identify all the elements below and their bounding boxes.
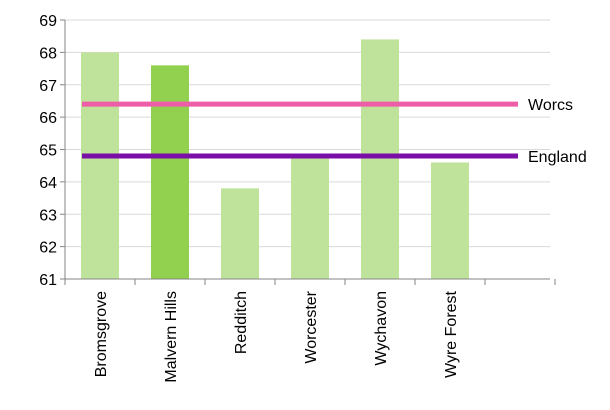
bar-bromsgrove: [81, 52, 119, 279]
y-tick-label-64: 64: [39, 175, 57, 192]
bar-wyre-forest: [431, 162, 469, 279]
x-tick-label-malvern-hills: Malvern Hills: [163, 291, 180, 383]
y-tick-label-66: 66: [39, 110, 57, 127]
bars: [81, 39, 469, 279]
y-tick-label-65: 65: [39, 143, 57, 160]
x-tick-label-worcester: Worcester: [303, 290, 320, 363]
bar-worcester: [291, 155, 329, 279]
bar-malvern-hills: [151, 65, 189, 279]
y-tick-label-63: 63: [39, 207, 57, 224]
reference-lines: [82, 101, 518, 159]
y-tick-label-68: 68: [39, 45, 57, 62]
axes: [60, 19, 556, 285]
bar-redditch: [221, 188, 259, 279]
y-tick-label-67: 67: [39, 78, 57, 95]
bar-wychavon: [361, 39, 399, 279]
x-tick-label-redditch: Redditch: [233, 291, 250, 354]
y-tick-label-61: 61: [39, 272, 57, 289]
labels: 61 62 63 64 65 66 67 68 69 Worcs England Bromsgrove…: [39, 13, 587, 383]
x-tick-label-bromsgrove: Bromsgrove: [93, 291, 110, 377]
y-tick-label-69: 69: [39, 13, 57, 30]
reference-label-worcs: Worcs: [528, 97, 573, 114]
reference-label-england: England: [528, 149, 587, 166]
x-tick-label-wychavon: Wychavon: [373, 291, 390, 366]
x-tick-label-wyre-forest: Wyre Forest: [443, 290, 460, 378]
y-tick-label-62: 62: [39, 240, 57, 257]
